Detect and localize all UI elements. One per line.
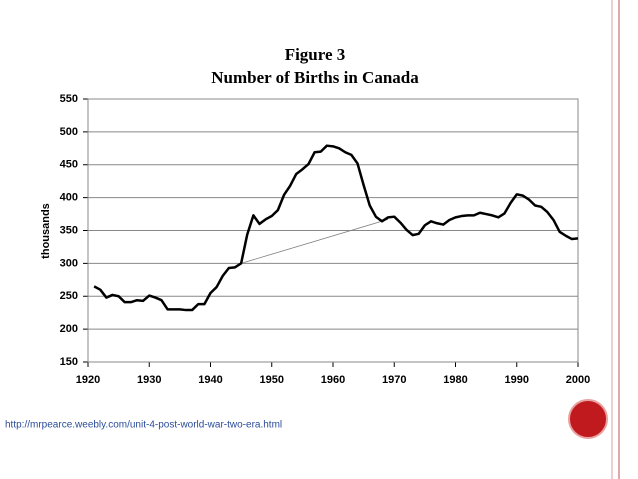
x-tick-label: 1980 — [443, 374, 467, 386]
chart-subtitle: Number of Births in Canada — [211, 68, 419, 87]
y-tick-label: 150 — [60, 356, 78, 368]
trend-line — [241, 218, 389, 264]
x-tick-label: 1960 — [321, 374, 345, 386]
source-link[interactable]: http://mrpearce.weebly.com/unit-4-post-w… — [5, 420, 282, 431]
y-tick-label: 350 — [60, 224, 78, 236]
chart-title: Figure 3 — [285, 45, 346, 64]
x-tick-label: 1940 — [198, 374, 222, 386]
y-tick-label: 200 — [60, 323, 78, 335]
y-tick-label: 400 — [60, 192, 78, 204]
plot-frame — [87, 98, 579, 363]
x-tick-label: 1930 — [137, 374, 161, 386]
x-tick-label: 1950 — [260, 374, 284, 386]
y-tick-label: 450 — [60, 159, 78, 171]
y-tick-label: 550 — [60, 93, 78, 105]
y-axis-label: thousands — [40, 203, 52, 259]
x-tick-label: 1990 — [505, 374, 529, 386]
y-tick-label: 250 — [60, 290, 78, 302]
x-tick-label: 1920 — [76, 374, 100, 386]
x-tick-label: 2000 — [566, 374, 590, 386]
y-tick-label: 500 — [60, 126, 78, 138]
data-line — [93, 144, 579, 312]
decor-circle — [568, 399, 608, 439]
x-tick-label: 1970 — [382, 374, 406, 386]
y-tick-label: 300 — [60, 257, 78, 269]
